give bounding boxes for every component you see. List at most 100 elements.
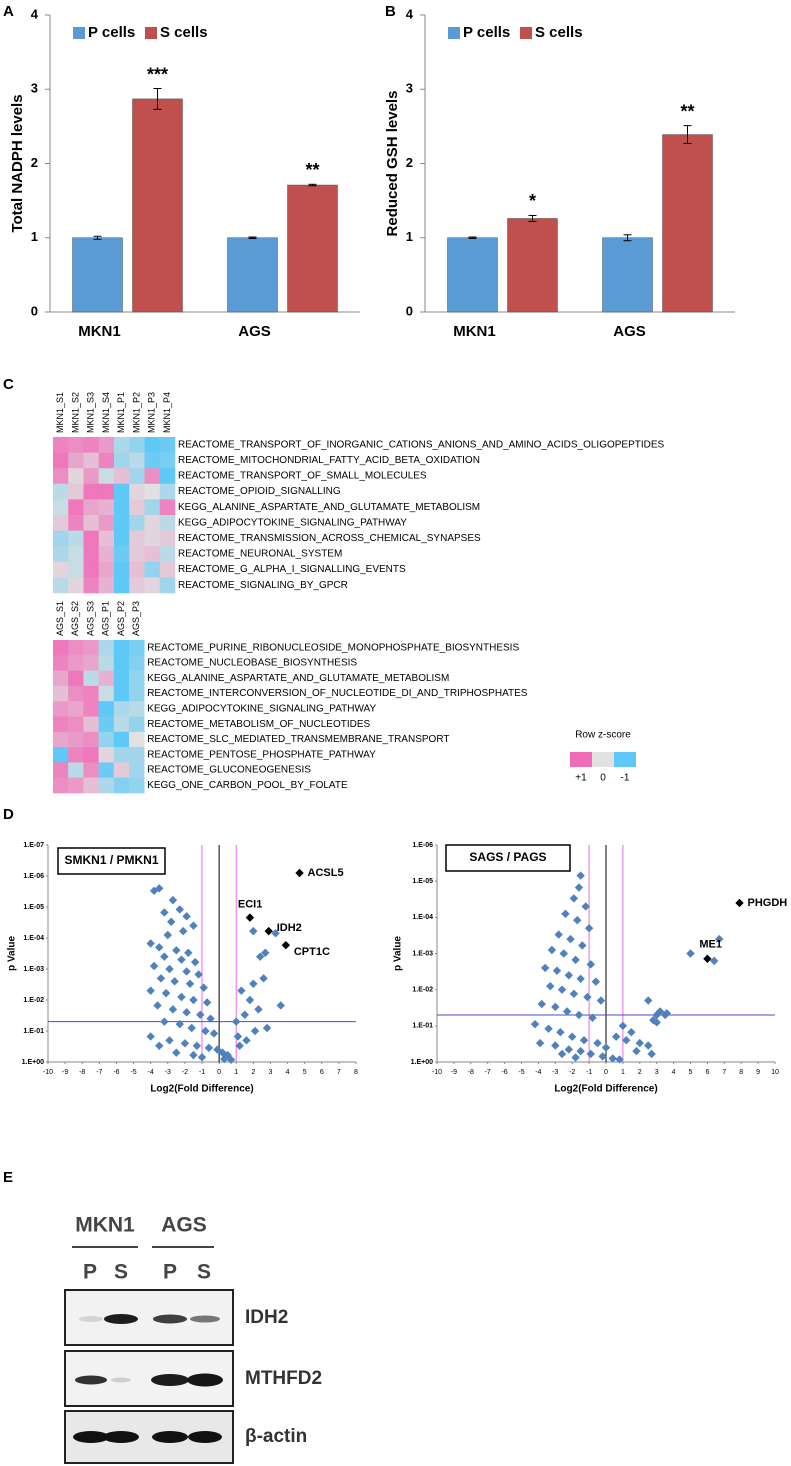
heatmap-cell	[129, 747, 145, 763]
column-label: MKN1_S4	[101, 392, 111, 433]
x-tick-label: 5	[303, 1069, 307, 1076]
point	[194, 970, 203, 979]
heatmap-cell	[144, 530, 161, 547]
bar	[227, 237, 278, 313]
heatmap-cell	[159, 499, 176, 516]
point	[209, 1029, 219, 1038]
point	[177, 992, 186, 1002]
row-label: KEGG_ADIPOCYTOKINE_SIGNALING_PATHWAY	[178, 517, 407, 528]
heatmap-cell	[53, 452, 69, 469]
point	[177, 955, 186, 964]
heatmap-cell	[129, 499, 145, 516]
point	[735, 898, 744, 908]
heatmap-cell	[68, 701, 84, 717]
y-tick-label: 1.E-04	[412, 914, 433, 921]
heatmap-cell	[83, 747, 99, 763]
column-label: MKN1_P4	[162, 392, 172, 433]
heatmap-cell	[83, 561, 100, 578]
heatmap-cell	[98, 483, 115, 500]
y-tick-label: 4	[31, 6, 39, 21]
x-tick-label: 6	[705, 1069, 709, 1076]
heatmap-cell	[129, 577, 145, 594]
x-tick-label: 3	[655, 1069, 659, 1076]
heatmap-cell	[68, 483, 84, 500]
heatmap-cell	[113, 701, 130, 717]
row-label: KEGG_ONE_CARBON_POOL_BY_FOLATE	[147, 780, 348, 791]
point	[627, 1028, 636, 1037]
point	[206, 1014, 215, 1023]
row-label: REACTOME_METABOLISM_OF_NUCLEOTIDES	[147, 719, 370, 730]
heatmap-cell	[53, 437, 69, 453]
x-tick-label: -7	[96, 1069, 102, 1076]
heatmap-cell	[53, 515, 69, 531]
point	[175, 1019, 184, 1029]
point	[564, 1045, 574, 1054]
band	[75, 1375, 107, 1385]
point	[155, 943, 164, 952]
blot-group: AGS	[161, 1214, 207, 1237]
heatmap-cell	[83, 437, 100, 453]
point	[249, 926, 258, 936]
heatmap-cell	[53, 777, 69, 794]
point	[165, 1036, 174, 1045]
heatmap-cell	[68, 515, 84, 531]
point	[584, 924, 594, 933]
row-label: KEGG_ALANINE_ASPARTATE_AND_GLUTAMATE_MET…	[178, 502, 480, 513]
y-axis-label: Reduced GSH levels	[384, 91, 401, 237]
point-label: ACSL5	[308, 867, 344, 879]
point	[561, 909, 570, 919]
column-label: MKN1_S1	[55, 392, 65, 433]
point	[271, 928, 280, 938]
point	[530, 1019, 540, 1029]
legend-swatch	[520, 27, 532, 39]
point	[644, 996, 653, 1005]
point	[583, 992, 592, 1002]
point	[576, 974, 585, 983]
heatmap-cell	[83, 483, 100, 500]
point	[161, 988, 171, 998]
panel-label: E	[3, 1169, 13, 1186]
point	[295, 868, 304, 878]
y-tick-label: 1.E-05	[412, 878, 433, 885]
x-tick-label: 7	[722, 1069, 726, 1076]
x-tick-label: 3	[268, 1069, 272, 1076]
heatmap-cell	[98, 499, 115, 516]
heatmap-cell	[129, 701, 145, 717]
heatmap-cell	[68, 452, 84, 469]
heatmap-cell	[144, 483, 161, 500]
heatmap-cell	[159, 530, 176, 547]
row-label: REACTOME_G_ALPHA_I_SIGNALLING_EVENTS	[178, 564, 406, 575]
point	[564, 971, 574, 980]
point	[573, 915, 582, 925]
y-tick-label: 3	[31, 81, 38, 96]
x-tick-label: -10	[432, 1069, 442, 1076]
point	[197, 1052, 207, 1062]
y-tick-label: 0	[31, 303, 38, 318]
heatmap-cell	[53, 640, 69, 656]
x-tick-label: MKN1	[78, 323, 121, 340]
point	[178, 926, 188, 936]
legend-swatch	[448, 27, 460, 39]
point	[557, 1049, 567, 1059]
band	[151, 1374, 189, 1386]
point	[571, 955, 580, 965]
point	[202, 998, 212, 1007]
heatmap-cell	[113, 777, 130, 794]
heatmap-cell	[83, 530, 100, 547]
row-label: REACTOME_PENTOSE_PHOSPHATE_PATHWAY	[147, 749, 376, 760]
colorbar-block	[614, 752, 636, 767]
heatmap-cell	[98, 701, 115, 717]
point	[591, 977, 601, 986]
x-tick-label: 1	[621, 1069, 625, 1076]
heatmap-cell	[98, 515, 115, 531]
point	[574, 883, 584, 892]
x-tick-label: 4	[286, 1069, 290, 1076]
heatmap-cell	[144, 546, 161, 563]
point	[644, 1041, 653, 1050]
point	[556, 1028, 565, 1037]
bar	[447, 237, 498, 313]
x-tick-label: 4	[672, 1069, 676, 1076]
point	[703, 954, 712, 963]
point	[245, 995, 255, 1005]
point	[586, 1049, 595, 1059]
